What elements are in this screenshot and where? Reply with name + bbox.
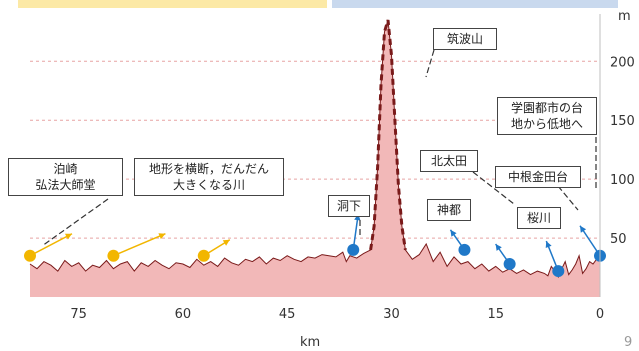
label-river: 地形を横断，だんだん 大きくなる川 xyxy=(134,158,284,196)
x-tick-label: 45 xyxy=(279,307,296,322)
elevation-ridge-line xyxy=(29,19,601,279)
label-nakane-line1: 中根金田台 xyxy=(507,170,568,184)
label-horashita-line1: 洞下 xyxy=(336,199,361,213)
y-tick-label: 100 xyxy=(610,173,635,188)
arrow-tomarizaki-shaft xyxy=(29,233,73,257)
x-tick-label: 15 xyxy=(487,307,504,322)
label-horashita: 洞下 xyxy=(328,195,370,217)
label-tomarizaki-line2: 弘法大師堂 xyxy=(35,178,96,192)
marks-layer xyxy=(24,49,606,278)
y-axis-unit: m xyxy=(618,9,631,24)
leader-tsukubasan xyxy=(425,49,435,78)
y-tick-label: 150 xyxy=(610,114,635,129)
label-gakuen-toshi: 学園都市の台 地から低地へ xyxy=(497,97,597,135)
area-layer xyxy=(29,19,601,297)
label-kanto-line1: 神都 xyxy=(436,203,461,217)
label-tsukubasan: 筑波山 xyxy=(433,28,497,50)
x-tick-label: 75 xyxy=(70,307,87,322)
arrow-sakuragawa-head xyxy=(545,241,552,248)
x-tick-label: 0 xyxy=(596,307,604,322)
x-tick-label: 30 xyxy=(383,307,400,322)
arrow-kanto-head xyxy=(450,229,457,237)
label-kanto: 神都 xyxy=(427,199,471,221)
arrow-tomarizaki-head xyxy=(65,233,72,240)
label-nakane-kandadai: 中根金田台 xyxy=(495,166,581,188)
arrow-horashita-head xyxy=(354,213,361,221)
y-tick-label: 200 xyxy=(610,55,635,70)
top-band-left xyxy=(18,0,327,8)
arrow-river-1-head xyxy=(158,233,166,240)
arrow-river-2-dot xyxy=(197,249,210,262)
label-river-line1: 地形を横断，だんだん xyxy=(148,162,269,176)
leader-nakane xyxy=(557,185,579,211)
y-tick-label: 50 xyxy=(610,232,627,247)
arrow-tomarizaki-dot xyxy=(24,249,36,262)
label-gakuen-line2: 地から低地へ xyxy=(510,117,583,131)
page-number: 9 xyxy=(624,335,632,350)
label-sakuragawa-line1: 桜川 xyxy=(526,211,551,225)
top-band-right xyxy=(332,0,618,8)
label-tsukubasan-line1: 筑波山 xyxy=(446,32,483,46)
label-kitaota: 北太田 xyxy=(420,150,478,172)
label-gakuen-line1: 学園都市の台 xyxy=(510,101,583,115)
x-tick-label: 60 xyxy=(175,307,192,322)
tsukuba-peak-ridge xyxy=(369,19,407,251)
label-tomarizaki: 泊崎 弘法大師堂 xyxy=(8,158,123,196)
label-kitaota-line1: 北太田 xyxy=(430,154,467,168)
arrow-gakuen-head xyxy=(580,225,587,233)
label-river-line2: 大きくなる川 xyxy=(172,178,245,192)
leader-tomarizaki xyxy=(41,198,109,247)
arrow-river-1-shaft xyxy=(113,233,166,257)
arrow-kitaota-head xyxy=(495,243,502,251)
arrow-river-1-dot xyxy=(107,249,120,262)
label-sakuragawa: 桜川 xyxy=(517,207,561,229)
x-axis-unit: km xyxy=(300,335,320,350)
label-tomarizaki-line1: 泊崎 xyxy=(53,162,78,176)
arrow-river-2-head xyxy=(222,239,230,246)
grid-layer xyxy=(30,60,600,239)
